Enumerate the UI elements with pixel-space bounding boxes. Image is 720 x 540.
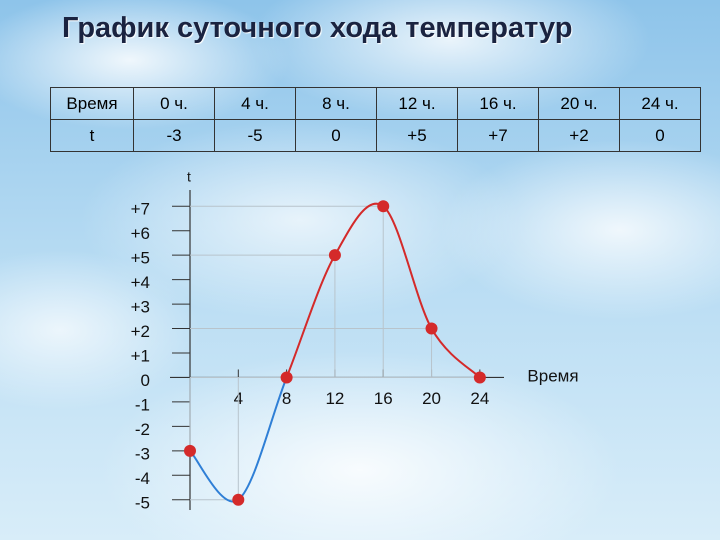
y-tick-label: -2 (135, 420, 150, 439)
table-cell: +5 (376, 119, 458, 152)
y-tick-label: +6 (131, 224, 150, 243)
table-cell: 4 ч. (214, 87, 296, 120)
data-table: Время 0 ч. 4 ч. 8 ч. 12 ч. 16 ч. 20 ч. 24 ч. t -3… (50, 87, 701, 152)
y-axis-label: t (187, 169, 191, 185)
y-tick-label: +5 (131, 249, 150, 268)
y-tick-label: +3 (131, 298, 150, 317)
y-tick-label: -4 (135, 469, 150, 488)
table-cell: +7 (457, 119, 539, 152)
x-tick-label: 24 (470, 389, 489, 408)
x-tick-label: 16 (374, 389, 393, 408)
y-tick-label: -5 (135, 493, 150, 512)
point (377, 200, 390, 213)
table-cell: t (50, 119, 134, 152)
point (473, 371, 486, 384)
point (328, 249, 341, 262)
table-cell: 20 ч. (538, 87, 620, 120)
table-cell: 24 ч. (619, 87, 701, 120)
point (425, 322, 438, 335)
y-tick-label: -3 (135, 444, 150, 463)
table-cell: -3 (133, 119, 215, 152)
table-cell: 16 ч. (457, 87, 539, 120)
y-tick-label: +7 (131, 200, 150, 219)
table-cell: 0 (295, 119, 377, 152)
y-tick-label: 0 (141, 371, 150, 390)
x-tick-label: 8 (282, 389, 291, 408)
point (280, 371, 293, 384)
y-tick-label: +2 (131, 322, 150, 341)
table-cell: +2 (538, 119, 620, 152)
table-cell: -5 (214, 119, 296, 152)
table-row: t -3 -5 0 +5 +7 +2 0 (50, 119, 701, 152)
slide-title: График суточного хода температур (62, 12, 573, 44)
point (232, 493, 245, 506)
y-tick-label: -1 (135, 395, 150, 414)
table-cell: 0 (619, 119, 701, 152)
point (184, 444, 196, 457)
y-tick-label: +1 (131, 346, 150, 365)
y-tick-label: +4 (131, 273, 150, 292)
x-tick-label: 12 (325, 389, 344, 408)
table-cell: Время (50, 87, 134, 120)
x-axis-label: Время (527, 366, 578, 385)
x-tick-label: 20 (422, 389, 441, 408)
table-row: Время 0 ч. 4 ч. 8 ч. 12 ч. 16 ч. 20 ч. 24 ч. (50, 87, 701, 120)
